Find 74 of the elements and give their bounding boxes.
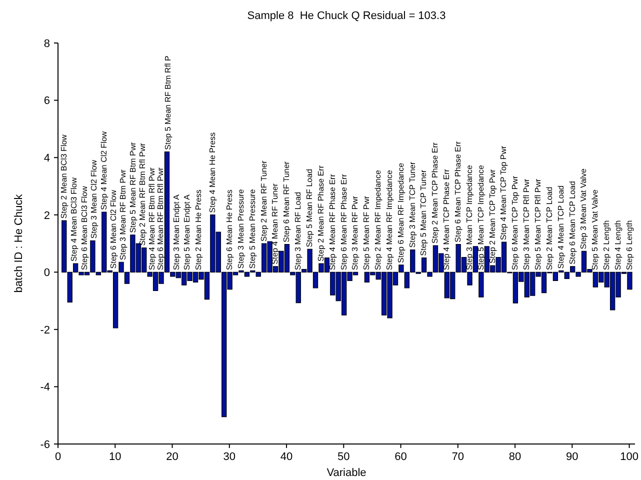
annotation: Step 6 Mean RF Impedance xyxy=(396,162,406,263)
annotation: Step 6 Mean He Press xyxy=(224,190,234,270)
annotation: Step 4 Mean RF Phase Err xyxy=(328,174,337,270)
x-tick-label: 10 xyxy=(109,450,122,463)
annotation: Step 4 Mean RF Btm Rfl Pwr xyxy=(147,167,156,270)
annotation: Step 5 Mean Endpt A xyxy=(182,194,192,270)
annotation: Step 4 Mean TCP Load xyxy=(556,185,566,269)
x-tick-label: 80 xyxy=(508,450,522,463)
annotation: Step 3 Mean Vat Valve xyxy=(579,168,588,250)
x-tick-label: 50 xyxy=(338,450,350,463)
annotation: Step 5 Mean RF Load xyxy=(304,168,314,248)
annotation: Step 2 Mean RF Btm Rfl Pwr xyxy=(138,142,148,246)
annotation: Step 2 Mean TCP Load xyxy=(544,186,554,270)
annotation: Step 2 Mean RF Impedance xyxy=(374,170,383,270)
annotation: Step 3 Mean Pressure xyxy=(236,188,246,269)
annotation: Step 6 Mean RF Tuner xyxy=(282,161,292,242)
annotation: Step 6 Length xyxy=(624,220,634,270)
annotation: Step 5 Mean TCP Rfl Pwr xyxy=(533,178,542,270)
annotation: Step 3 Mean Endpt A xyxy=(172,194,181,270)
x-tick-label: 20 xyxy=(166,450,178,463)
annotation: Step 4 Mean RF Impedance xyxy=(384,170,394,270)
annotation: Step 5 Mean RF Btm Rfl P xyxy=(163,56,172,150)
y-tick-label: 8 xyxy=(44,38,50,50)
annotation: Step 4 Mean TCP Top Pwr xyxy=(499,145,508,240)
annotation: Step 3 Mean TCP Rfl Pwr xyxy=(522,178,532,270)
annotation: Step 6 Mean TCP Load xyxy=(568,181,577,264)
annotation: Step 4 Mean He Press xyxy=(208,132,217,213)
x-tick-label: 100 xyxy=(620,450,638,463)
annotation: Step 2 Mean He Press xyxy=(194,190,204,270)
y-tick-label: -4 xyxy=(40,382,50,394)
y-tick-label: 0 xyxy=(44,267,50,280)
x-tick-label: 60 xyxy=(394,450,407,463)
annotation: Step 4 Length xyxy=(613,220,622,270)
annotation: Step 5 Mean TCP Tuner xyxy=(419,170,428,256)
annotation: Step 6 Mean RF Btm Rfl Pwr xyxy=(156,167,165,270)
annotation: Step 6 Mean TCP Top Pwr xyxy=(510,176,520,270)
annotation: Step 4 Mean Cl2 Flow xyxy=(99,131,108,210)
x-axis-title: Variable xyxy=(326,467,366,479)
y-tick-label: 2 xyxy=(44,210,50,222)
y-tick-label: 4 xyxy=(44,152,50,164)
annotation: Step 4 Mean RF Tuner xyxy=(270,183,280,264)
annotation: Step 2 Mean RF Phase Err xyxy=(316,165,326,262)
y-axis-title: batch ID : He Chuck xyxy=(12,194,25,293)
annotation: Step 4 Mean TCP Phase Err xyxy=(442,168,452,270)
annotation: Step 3 Mean Cl2 Flow xyxy=(90,160,99,239)
chart-title: Sample 8 He Chuck Q Residual = 103.3 xyxy=(246,10,447,22)
annotation: Step 3 Mean RF Load xyxy=(294,192,303,270)
annotation: Step 3 Mean RF Btm Pwr xyxy=(118,169,128,260)
annotation: Step 5 Mean RF Btm Pwr xyxy=(128,142,138,233)
annotation: Step 2 Mean TCP Phase Err xyxy=(430,142,440,244)
annotation: Step 5 Mean TCP Impedance xyxy=(476,164,486,270)
annotation: Step 6 Mean TCP Phase Err xyxy=(454,140,463,242)
y-tick-label: -2 xyxy=(40,324,50,336)
annotation: Step 5 Mean Vat Valve xyxy=(590,188,600,270)
annotation: Step 2 Length xyxy=(602,220,612,270)
annotation: Step 3 Mean RF Pwr xyxy=(350,196,360,270)
y-tick-label: 6 xyxy=(44,95,50,108)
x-tick-label: 70 xyxy=(452,450,464,463)
annotation: Step 5 Mean RF Pwr xyxy=(362,196,372,270)
annotation: Step 2 Mean TCP Top Pwr xyxy=(488,168,497,264)
x-tick-label: 0 xyxy=(54,450,62,463)
y-tick-label: -6 xyxy=(40,438,50,451)
annotation: Step 6 Mean Cl2 Flow xyxy=(109,190,118,269)
annotation: Step 2 Mean BCl3 Flow xyxy=(59,134,68,219)
annotation: Step 5 Mean Pressure xyxy=(248,188,257,269)
x-tick-label: 30 xyxy=(223,450,236,463)
annotation: Step 6 Mean RF Phase Err xyxy=(339,174,348,270)
annotation: Step 3 Mean TCP Tuner xyxy=(408,161,417,248)
annotation: Step 3 Mean TCP Impedance xyxy=(464,164,474,270)
x-tick-label: 90 xyxy=(566,450,578,463)
x-tick-label: 40 xyxy=(280,450,293,463)
annotation: Step 6 Mean BCl3 Flow xyxy=(80,186,89,270)
annotation: Step 2 Mean RF Tuner xyxy=(259,160,268,242)
annotation: Step 4 Mean BCl3 Flow xyxy=(70,177,79,262)
